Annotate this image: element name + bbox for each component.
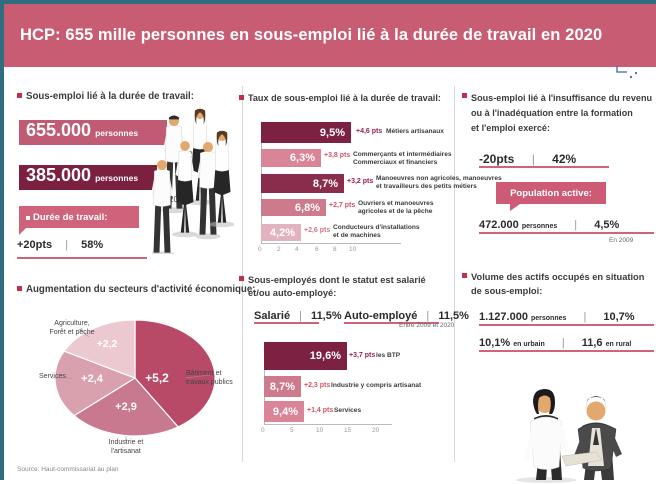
- svg-text:travaux publics: travaux publics: [186, 379, 233, 386]
- svg-text:+2,2: +2,2: [97, 338, 118, 350]
- svg-text:Bâtiment et: Bâtiment et: [186, 370, 221, 377]
- svg-text:l'artisanat: l'artisanat: [111, 448, 141, 455]
- svg-text:Agriculture,: Agriculture,: [54, 320, 89, 327]
- svg-text:+5,2: +5,2: [145, 371, 169, 385]
- svg-text:+2,9: +2,9: [115, 401, 137, 413]
- svg-text:Services: Services: [39, 373, 66, 380]
- svg-text:+2,4: +2,4: [81, 373, 104, 385]
- svg-text:Industrie et: Industrie et: [109, 439, 144, 446]
- svg-text:Forêt et pêche: Forêt et pêche: [49, 329, 94, 336]
